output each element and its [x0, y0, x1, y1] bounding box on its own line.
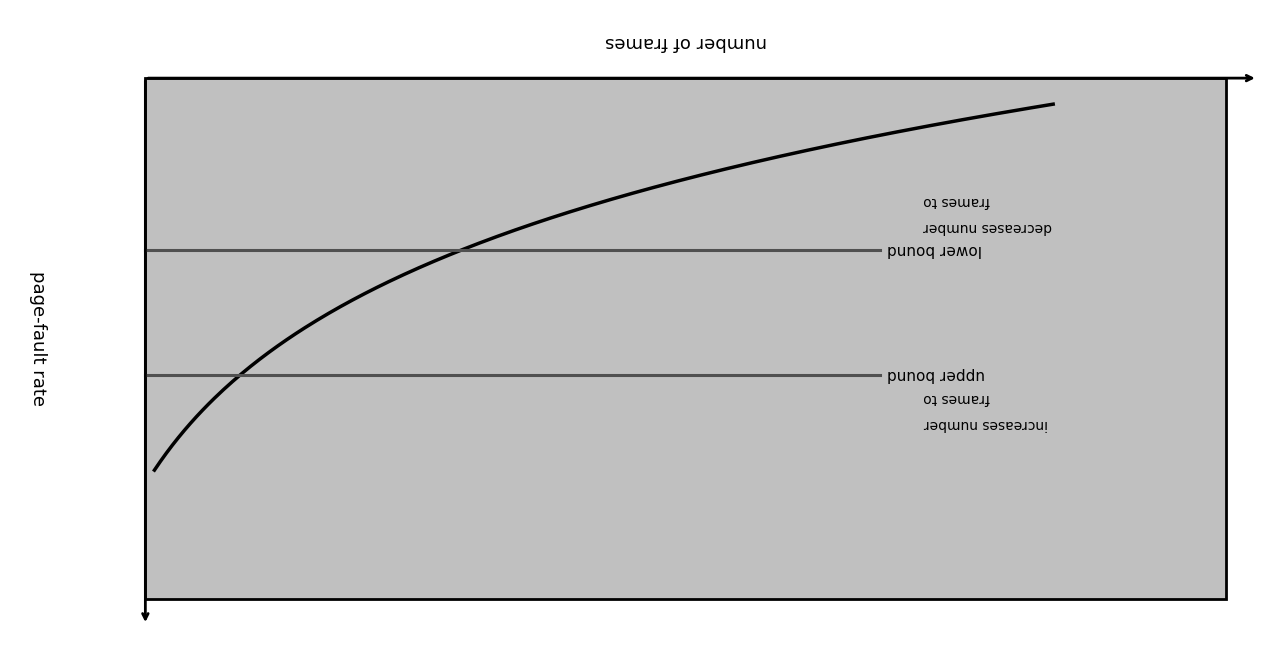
- Text: lower bound: lower bound: [886, 242, 982, 258]
- Text: number of frames: number of frames: [604, 33, 767, 51]
- Text: page-fault rate: page-fault rate: [29, 271, 47, 406]
- Text: frames to: frames to: [924, 391, 991, 405]
- Text: frames to: frames to: [924, 194, 991, 208]
- Text: increases number: increases number: [924, 417, 1048, 431]
- Text: decreases number: decreases number: [924, 220, 1053, 234]
- Bar: [145, 78, 1226, 599]
- Text: upper bound: upper bound: [886, 367, 985, 383]
